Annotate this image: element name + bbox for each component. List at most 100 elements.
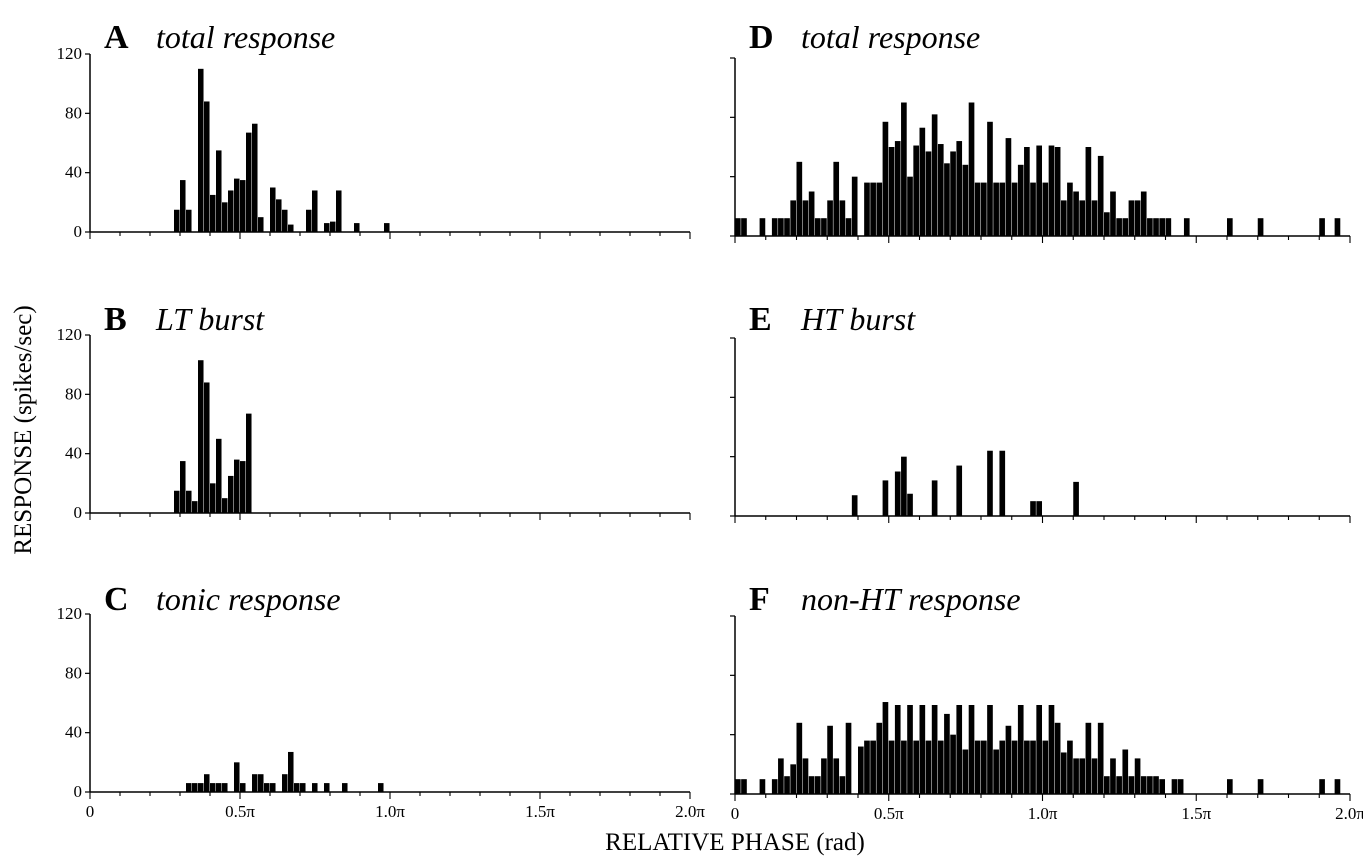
histogram-bar — [771, 779, 778, 794]
histogram-bar — [198, 68, 204, 232]
y-tick-label: 80 — [65, 663, 82, 682]
histogram-bar — [735, 218, 741, 236]
histogram-bar — [931, 480, 938, 516]
histogram-bar — [1334, 218, 1341, 236]
histogram-bar — [1227, 218, 1233, 236]
histogram-bar — [180, 180, 186, 232]
histogram-bar — [790, 200, 797, 236]
histogram-bar — [987, 705, 993, 794]
histogram-bar — [228, 190, 234, 232]
histogram-bar — [228, 475, 234, 513]
histogram-bar — [907, 176, 913, 236]
histogram-bar — [1017, 164, 1024, 236]
histogram-bar — [974, 182, 981, 236]
histogram-bar — [944, 713, 950, 794]
histogram-bar — [1122, 749, 1129, 794]
histogram-bar — [1073, 191, 1079, 236]
histogram-bar — [210, 783, 216, 792]
y-tick-label: 120 — [57, 44, 83, 63]
histogram-bar — [1067, 740, 1073, 794]
histogram-bar — [378, 783, 384, 792]
histogram-bar — [300, 783, 306, 792]
histogram-bar — [1319, 218, 1325, 236]
histogram-bar — [937, 740, 944, 794]
histogram-bar — [999, 740, 1006, 794]
histogram-bar — [306, 209, 312, 232]
histogram-bar — [1017, 705, 1024, 794]
histogram-bar — [894, 705, 901, 794]
panel-title: total response — [801, 19, 980, 55]
histogram-bar — [1097, 722, 1104, 794]
histogram-bar — [950, 151, 956, 236]
histogram-bar — [240, 461, 246, 513]
histogram-bar — [204, 774, 210, 792]
histogram-bar — [1005, 138, 1012, 236]
histogram-bar — [1054, 722, 1061, 794]
histogram-bar — [876, 182, 883, 236]
histogram-bar — [312, 190, 318, 232]
histogram-bar — [252, 123, 258, 232]
histogram-bar — [882, 480, 889, 516]
panel-e: E HT burst — [730, 301, 1351, 523]
histogram-bar — [246, 413, 252, 513]
histogram-bar — [778, 218, 784, 236]
histogram-bar — [1005, 725, 1012, 794]
histogram-bar — [956, 705, 963, 794]
panel-letter: B — [104, 301, 127, 338]
histogram-bar — [288, 224, 294, 232]
histogram-bar — [919, 705, 926, 794]
histogram-bar — [198, 360, 204, 513]
histogram-bar — [931, 705, 938, 794]
histogram-bar — [1024, 740, 1030, 794]
histogram-bar — [919, 127, 926, 236]
histogram-bar — [937, 144, 944, 236]
histogram-bar — [1140, 191, 1147, 236]
histogram-bar — [1134, 758, 1141, 794]
histogram-bar — [771, 218, 778, 236]
histogram-bar — [858, 746, 864, 794]
histogram-bar — [1085, 147, 1092, 236]
panel-letter: C — [104, 581, 129, 618]
histogram-bar — [888, 147, 895, 236]
x-tick-label: 0.5π — [874, 804, 904, 823]
histogram-bar — [741, 779, 747, 794]
histogram-bar — [1147, 776, 1153, 794]
histogram-bar — [888, 740, 895, 794]
histogram-bar — [1060, 752, 1067, 794]
histogram-bar — [1073, 481, 1079, 516]
histogram-bar — [210, 194, 216, 232]
histogram-bar — [1128, 200, 1135, 236]
panel-letter: E — [749, 301, 772, 338]
histogram-bar — [354, 223, 360, 232]
histogram-bar — [987, 121, 993, 236]
histogram-bar — [240, 180, 246, 232]
histogram-bar — [845, 722, 852, 794]
histogram-bar — [981, 740, 987, 794]
histogram-bar — [258, 217, 264, 232]
histogram-bar — [282, 209, 288, 232]
histogram-bar — [870, 740, 876, 794]
histogram-bar — [814, 776, 821, 794]
histogram-bar — [944, 163, 950, 236]
histogram-bar — [1116, 218, 1122, 236]
histogram-bar — [336, 190, 342, 232]
panel-letter: D — [749, 19, 774, 56]
y-tick-label: 40 — [65, 723, 82, 742]
histogram-bar — [186, 783, 192, 792]
histogram-bar — [1073, 758, 1079, 794]
histogram-bar — [1060, 200, 1067, 236]
histogram-bar — [1128, 776, 1135, 794]
histogram-bar — [864, 740, 870, 794]
histogram-bar — [222, 498, 228, 513]
histogram-bar — [1227, 779, 1233, 794]
histogram-bar — [1036, 145, 1043, 236]
y-tick-label: 0 — [74, 782, 83, 801]
histogram-bar — [1067, 182, 1073, 236]
histogram-bar — [956, 141, 963, 236]
y-tick-label: 40 — [65, 163, 82, 182]
histogram-bar — [180, 461, 186, 513]
histogram-bar — [956, 465, 963, 516]
panel-title: HT burst — [800, 301, 916, 337]
